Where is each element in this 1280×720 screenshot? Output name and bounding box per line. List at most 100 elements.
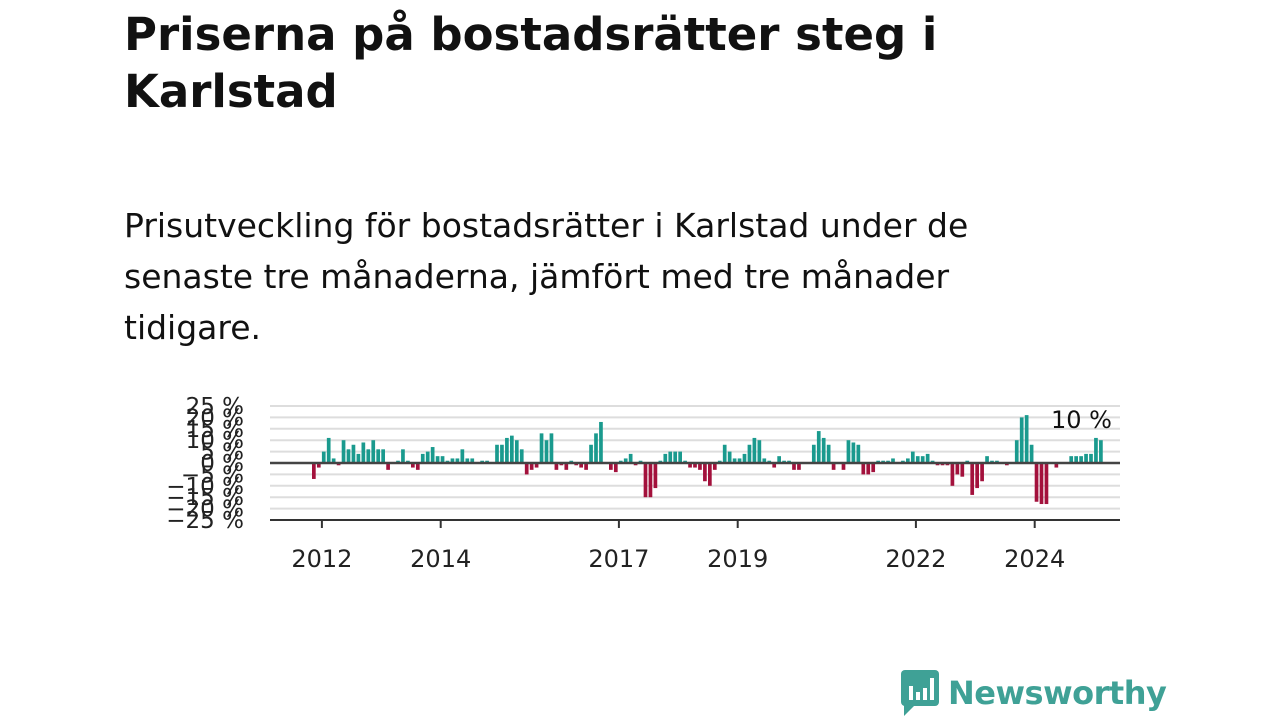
y-tick-label: 15 % xyxy=(186,417,244,443)
bar xyxy=(861,463,866,475)
bar xyxy=(371,440,376,463)
bar xyxy=(415,463,420,470)
bar xyxy=(376,449,381,463)
x-tick-label: 2019 xyxy=(707,545,768,573)
bar xyxy=(316,463,321,468)
bar xyxy=(589,444,593,463)
bar xyxy=(712,463,717,470)
y-tick-label: 25 % xyxy=(186,394,244,420)
bar xyxy=(534,463,539,468)
bar xyxy=(346,449,351,463)
bar xyxy=(920,456,925,463)
bar xyxy=(505,437,509,463)
chart-title: Priserna på bostadsrätter steg i Karlsta… xyxy=(124,8,938,118)
bar xyxy=(975,463,979,489)
bar xyxy=(643,463,648,498)
y-tick-label: −15 % xyxy=(166,485,244,511)
bar xyxy=(1024,415,1029,463)
bar xyxy=(648,463,653,498)
y-tick-label: 10 % xyxy=(186,428,244,454)
bar xyxy=(1029,444,1034,463)
bar-chart: 25 %20 %15 %10 %5 %0 %−5 %−10 %−15 %−20 … xyxy=(166,394,1120,573)
bar xyxy=(1094,437,1098,463)
bar xyxy=(915,456,920,463)
y-tick-label: 5 % xyxy=(200,440,244,466)
bar xyxy=(356,453,361,463)
bar xyxy=(792,463,796,470)
chart-subtitle: Prisutveckling för bostadsrätter i Karls… xyxy=(124,206,969,347)
bar xyxy=(673,451,678,463)
bar xyxy=(351,444,356,463)
bar xyxy=(381,449,385,463)
bar xyxy=(386,463,390,470)
bar xyxy=(752,437,757,463)
bar xyxy=(411,463,415,468)
bar xyxy=(425,451,430,463)
bar xyxy=(564,463,569,470)
y-tick-label: −10 % xyxy=(166,474,244,500)
bar xyxy=(816,431,821,463)
bar xyxy=(831,463,836,470)
bar xyxy=(544,440,549,463)
x-tick-label: 2017 xyxy=(588,545,649,573)
last-value-label: 10 % xyxy=(1051,406,1112,434)
bar xyxy=(519,449,524,463)
bar xyxy=(312,463,316,479)
bar xyxy=(1044,463,1049,505)
bar xyxy=(985,456,989,463)
logo-text: Newsworthy xyxy=(948,674,1167,712)
bar xyxy=(846,440,851,463)
bar xyxy=(826,444,831,463)
y-tick-label: −25 % xyxy=(166,508,244,534)
bar xyxy=(653,463,658,489)
bar xyxy=(623,458,628,463)
bar xyxy=(960,463,965,477)
bar xyxy=(450,458,455,463)
y-axis-labels: 25 %20 %15 %10 %5 %0 %−5 %−10 %−15 %−20 … xyxy=(166,394,244,534)
x-tick-label: 2012 xyxy=(291,545,352,573)
bar xyxy=(440,456,445,463)
bar xyxy=(722,444,727,463)
bar xyxy=(688,463,692,468)
bar xyxy=(326,437,331,463)
bar xyxy=(554,463,559,470)
bar xyxy=(703,463,707,482)
bar xyxy=(420,453,425,463)
bar xyxy=(821,437,826,463)
bar xyxy=(910,451,915,463)
bar xyxy=(613,463,618,473)
bar xyxy=(1084,453,1088,463)
bar xyxy=(495,444,499,463)
bar xyxy=(797,463,801,470)
bar xyxy=(980,463,984,482)
bar xyxy=(727,451,732,463)
bar xyxy=(514,440,519,463)
bar xyxy=(524,463,529,475)
bar xyxy=(549,433,554,463)
bar xyxy=(757,440,762,463)
bar xyxy=(1019,417,1024,463)
bar xyxy=(430,447,435,463)
bar xyxy=(925,453,930,463)
bar xyxy=(891,458,895,463)
bar xyxy=(732,458,737,463)
bar xyxy=(950,463,955,486)
bar xyxy=(693,463,697,468)
bar xyxy=(1039,463,1044,505)
bar xyxy=(747,444,752,463)
bar xyxy=(1034,463,1039,502)
bar xyxy=(529,463,534,470)
y-tick-label: 0 % xyxy=(200,451,244,477)
bar xyxy=(1069,456,1074,463)
bar xyxy=(460,449,465,463)
bar xyxy=(594,433,598,463)
bar xyxy=(851,442,856,463)
bar xyxy=(628,453,633,463)
bar xyxy=(856,444,861,463)
bar xyxy=(678,451,682,463)
bar xyxy=(906,458,910,463)
bar xyxy=(361,442,366,463)
bar xyxy=(1014,440,1019,463)
bar xyxy=(510,435,514,463)
x-axis-ticks: 2012 2014 2017 2019 2022 2024 xyxy=(291,520,1065,573)
